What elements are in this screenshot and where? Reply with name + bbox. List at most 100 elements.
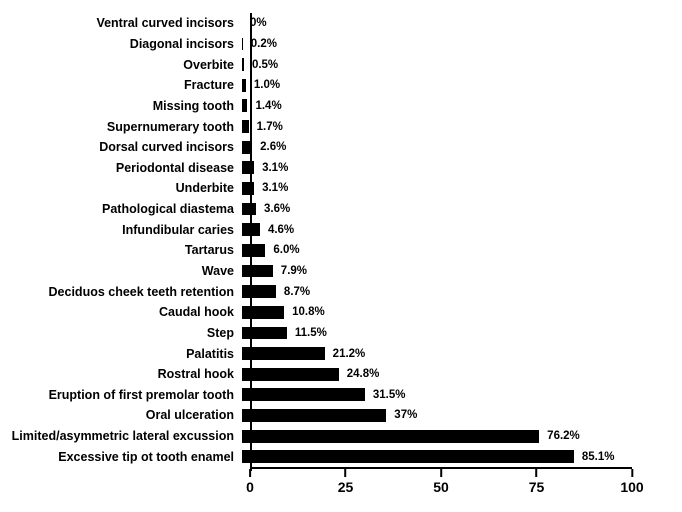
category-label: Underbite (10, 181, 242, 195)
tick-mark (631, 469, 633, 477)
category-label: Missing tooth (10, 99, 242, 113)
chart-row: Eruption of first premolar tooth31.5% (10, 385, 632, 406)
x-tick: 25 (338, 469, 354, 495)
bar-zone: 3.1% (242, 178, 632, 199)
value-label: 4.6% (268, 224, 294, 236)
category-label: Infundibular caries (10, 223, 242, 237)
bar-zone: 1.0% (242, 75, 632, 96)
chart-row: Limited/asymmetric lateral excussion 76.2… (10, 426, 632, 447)
value-label: 2.6% (260, 141, 286, 153)
value-label: 1.4% (255, 100, 281, 112)
value-label: 1.0% (254, 79, 280, 91)
chart-row: Supernumerary tooth 1.7% (10, 116, 632, 137)
chart-row: Infundibular caries 4.6% (10, 219, 632, 240)
category-label: Limited/asymmetric lateral excussion (10, 429, 242, 443)
x-tick: 50 (433, 469, 449, 495)
value-label: 76.2% (547, 430, 580, 442)
bar-zone: 0.5% (242, 54, 632, 75)
category-label: Step (10, 326, 242, 340)
category-label: Dorsal curved incisors (10, 140, 242, 154)
value-label: 37% (394, 409, 417, 421)
bar (242, 368, 339, 381)
bar-zone: 1.7% (242, 116, 632, 137)
value-label: 3.1% (262, 182, 288, 194)
bar-zone: 0.2% (242, 34, 632, 55)
chart-row: Step 11.5% (10, 323, 632, 344)
chart-row: Pathological diastema3.6% (10, 199, 632, 220)
value-label: 11.5% (295, 327, 327, 339)
chart-row: Underbite 3.1% (10, 178, 632, 199)
category-label: Tartarus (10, 243, 242, 257)
bar-zone: 10.8% (242, 302, 632, 323)
value-label: 21.2% (333, 348, 366, 360)
bar (242, 38, 243, 51)
chart-rows: Ventral curved incisors0%Diagonal inciso… (10, 13, 632, 467)
x-tick: 100 (620, 469, 643, 495)
tick-label: 50 (433, 479, 449, 495)
bar-zone: 76.2% (242, 426, 632, 447)
value-label: 7.9% (281, 265, 307, 277)
bar-zone: 21.2% (242, 343, 632, 364)
bar-zone: 31.5% (242, 385, 632, 406)
bar-zone: 2.6% (242, 137, 632, 158)
category-label: Pathological diastema (10, 202, 242, 216)
bar (242, 99, 247, 112)
category-label: Ventral curved incisors (10, 16, 242, 30)
bar (242, 265, 273, 278)
category-label: Wave (10, 264, 242, 278)
x-tick: 75 (529, 469, 545, 495)
category-label: Overbite (10, 58, 242, 72)
bar (242, 120, 249, 133)
tick-label: 100 (620, 479, 643, 495)
bar-zone: 8.7% (242, 281, 632, 302)
chart-row: Palatitis 21.2% (10, 343, 632, 364)
chart-row: Missing tooth 1.4% (10, 96, 632, 117)
bar-zone: 1.4% (242, 96, 632, 117)
bar (242, 430, 539, 443)
bar (242, 244, 265, 257)
category-label: Diagonal incisors (10, 37, 242, 51)
tick-label: 25 (338, 479, 354, 495)
bar (242, 182, 254, 195)
value-label: 0.2% (251, 38, 277, 50)
value-label: 85.1% (582, 451, 615, 463)
chart-row: Excessive tip ot tooth enamel 85.1% (10, 446, 632, 467)
bar-zone: 11.5% (242, 323, 632, 344)
chart-row: Diagonal incisors 0.2% (10, 34, 632, 55)
bar-zone: 7.9% (242, 261, 632, 282)
tick-mark (440, 469, 442, 477)
bar (242, 79, 246, 92)
category-label: Supernumerary tooth (10, 120, 242, 134)
bar (242, 327, 287, 340)
value-label: 8.7% (284, 286, 310, 298)
chart-row: Deciduos cheek teeth retention8.7% (10, 281, 632, 302)
bar-zone: 4.6% (242, 219, 632, 240)
category-label: Excessive tip ot tooth enamel (10, 450, 242, 464)
bar-zone: 6.0% (242, 240, 632, 261)
x-tick: 0 (246, 469, 254, 495)
tick-mark (249, 469, 251, 477)
tick-label: 75 (529, 479, 545, 495)
bar-zone: 0% (242, 13, 632, 34)
value-label: 10.8% (292, 306, 325, 318)
chart-row: Tartarus 6.0% (10, 240, 632, 261)
bar-zone: 85.1% (242, 446, 632, 467)
bar (242, 388, 365, 401)
category-label: Fracture (10, 78, 242, 92)
chart-row: Rostral hook24.8% (10, 364, 632, 385)
value-label: 1.7% (257, 121, 283, 133)
bar (242, 58, 244, 71)
bar-zone: 37% (242, 405, 632, 426)
chart-row: Caudal hook10.8% (10, 302, 632, 323)
bar (242, 285, 276, 298)
category-label: Palatitis (10, 347, 242, 361)
chart-row: Dorsal curved incisors 2.6% (10, 137, 632, 158)
chart-row: Fracture 1.0% (10, 75, 632, 96)
bar (242, 409, 386, 422)
category-label: Eruption of first premolar tooth (10, 388, 242, 402)
value-label: 6.0% (273, 244, 299, 256)
bar (242, 347, 325, 360)
category-label: Oral ulceration (10, 408, 242, 422)
chart-row: Periodontal disease3.1% (10, 157, 632, 178)
bar-zone: 3.6% (242, 199, 632, 220)
